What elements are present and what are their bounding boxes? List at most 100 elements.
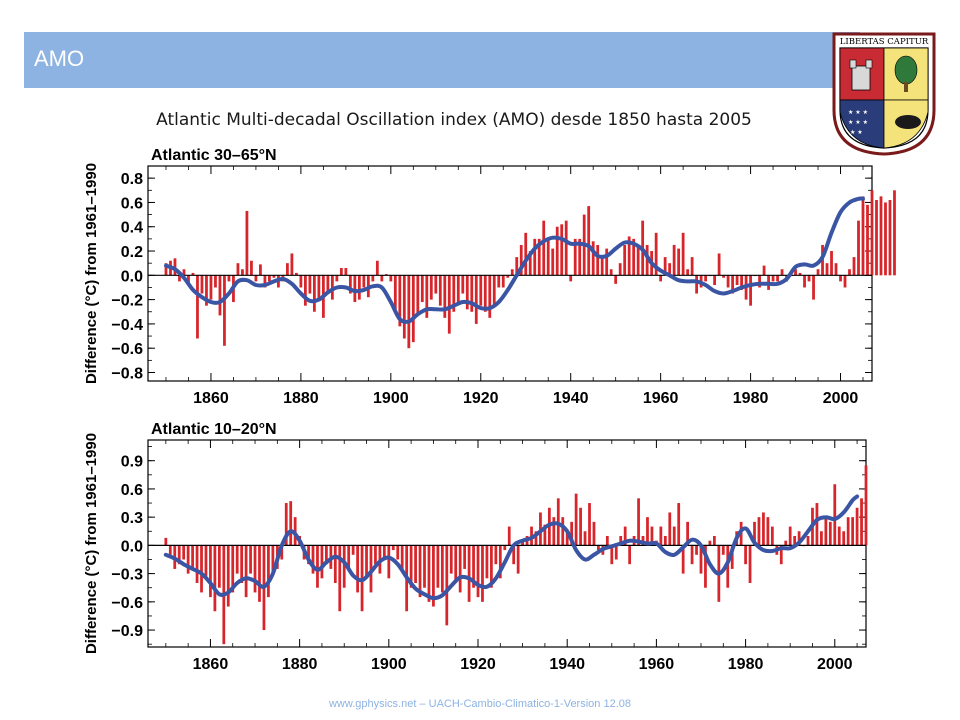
- bar: [758, 275, 761, 288]
- bar: [771, 275, 775, 282]
- bar: [681, 545, 685, 574]
- bar: [770, 526, 774, 546]
- bar: [610, 545, 614, 565]
- slide-title: AMO: [34, 46, 85, 71]
- x-tick-label: 1880: [283, 390, 319, 407]
- bar: [423, 545, 426, 588]
- bar: [561, 517, 565, 546]
- bar: [268, 275, 271, 282]
- x-tick-label: 1880: [282, 656, 318, 670]
- bar: [570, 521, 574, 546]
- bar: [816, 269, 820, 276]
- bar: [510, 269, 514, 276]
- university-seal-icon: LIBERTAS CAPITUR ★ ★ ★ ★ ★ ★ ★ ★: [832, 32, 936, 156]
- bar: [438, 275, 442, 306]
- bar: [182, 269, 186, 276]
- bar: [429, 275, 433, 300]
- bar: [632, 238, 636, 276]
- bar: [784, 540, 788, 546]
- y-axis-label: Difference (°C) from 1961–1990: [83, 433, 100, 654]
- bar: [506, 275, 510, 278]
- bar: [235, 545, 239, 574]
- bar: [690, 257, 694, 276]
- bar: [353, 275, 357, 303]
- bar: [443, 275, 447, 318]
- bar: [173, 258, 177, 276]
- bar: [659, 275, 663, 282]
- bar: [414, 545, 417, 584]
- bar: [209, 545, 212, 598]
- bar: [618, 263, 622, 276]
- bar: [677, 248, 681, 276]
- bar: [333, 545, 337, 584]
- bar: [503, 545, 507, 551]
- bar: [200, 545, 203, 593]
- bar: [605, 535, 609, 546]
- bar: [380, 275, 384, 282]
- y-tick-label: 0.9: [121, 454, 143, 471]
- bar: [519, 244, 523, 276]
- bar: [209, 275, 213, 300]
- bar: [286, 263, 289, 276]
- bar: [191, 272, 195, 276]
- y-tick-label: 0.8: [121, 171, 143, 188]
- bar: [326, 275, 330, 294]
- bar: [528, 251, 532, 276]
- svg-text:★ ★ ★: ★ ★ ★: [848, 109, 868, 116]
- bar: [753, 521, 756, 546]
- bar: [427, 545, 431, 602]
- bar: [825, 263, 829, 276]
- bar: [501, 275, 505, 288]
- bar: [389, 275, 393, 282]
- bar: [204, 545, 208, 579]
- smoothed-line: [164, 196, 865, 324]
- bar: [546, 238, 550, 276]
- bar: [316, 545, 319, 588]
- bar: [335, 275, 339, 282]
- bar: [803, 275, 806, 288]
- bar: [884, 202, 887, 276]
- x-tick-label: 1940: [549, 656, 585, 670]
- chart-subtitle: Atlantic Multi-decadal Oscillation index…: [156, 110, 752, 130]
- bar: [481, 545, 484, 602]
- bar: [387, 545, 391, 579]
- bar: [565, 531, 569, 546]
- bar: [870, 190, 874, 276]
- bar: [342, 545, 346, 588]
- bar: [852, 257, 856, 276]
- bar: [650, 526, 654, 546]
- bar: [578, 238, 582, 276]
- bar: [551, 248, 555, 276]
- bar: [797, 531, 801, 546]
- bar: [627, 236, 631, 276]
- bar: [490, 545, 493, 588]
- chart-atlantic-30-65n: −0.8 −0.6 −0.4 −0.2 0.0 0.2 0.4 0.6 0.8 1860 1880 1…: [83, 147, 896, 407]
- bar: [348, 275, 352, 294]
- bar: [483, 275, 487, 312]
- chart-title: Atlantic 30–65°N: [151, 147, 277, 164]
- bar: [855, 507, 859, 546]
- bar: [717, 253, 721, 276]
- bar: [846, 517, 850, 546]
- bar: [494, 545, 498, 565]
- bar: [668, 512, 672, 546]
- bar: [851, 517, 855, 546]
- bar: [479, 275, 483, 306]
- bar: [223, 275, 226, 346]
- y-tick-label: 0.0: [121, 538, 143, 555]
- bar: [681, 232, 685, 276]
- seal-motto: LIBERTAS CAPITUR: [840, 37, 929, 47]
- x-tick-label: 1860: [193, 656, 229, 670]
- bar: [597, 545, 600, 551]
- bar: [820, 531, 823, 546]
- bar: [254, 275, 258, 282]
- y-tick-label: 0.4: [121, 220, 143, 237]
- bar: [375, 260, 379, 276]
- bar: [458, 545, 462, 593]
- y-tick-label: 0.3: [121, 510, 143, 527]
- bar: [205, 275, 208, 306]
- bar: [623, 526, 627, 546]
- bar: [600, 257, 604, 276]
- bar: [253, 545, 257, 593]
- bar: [776, 275, 779, 282]
